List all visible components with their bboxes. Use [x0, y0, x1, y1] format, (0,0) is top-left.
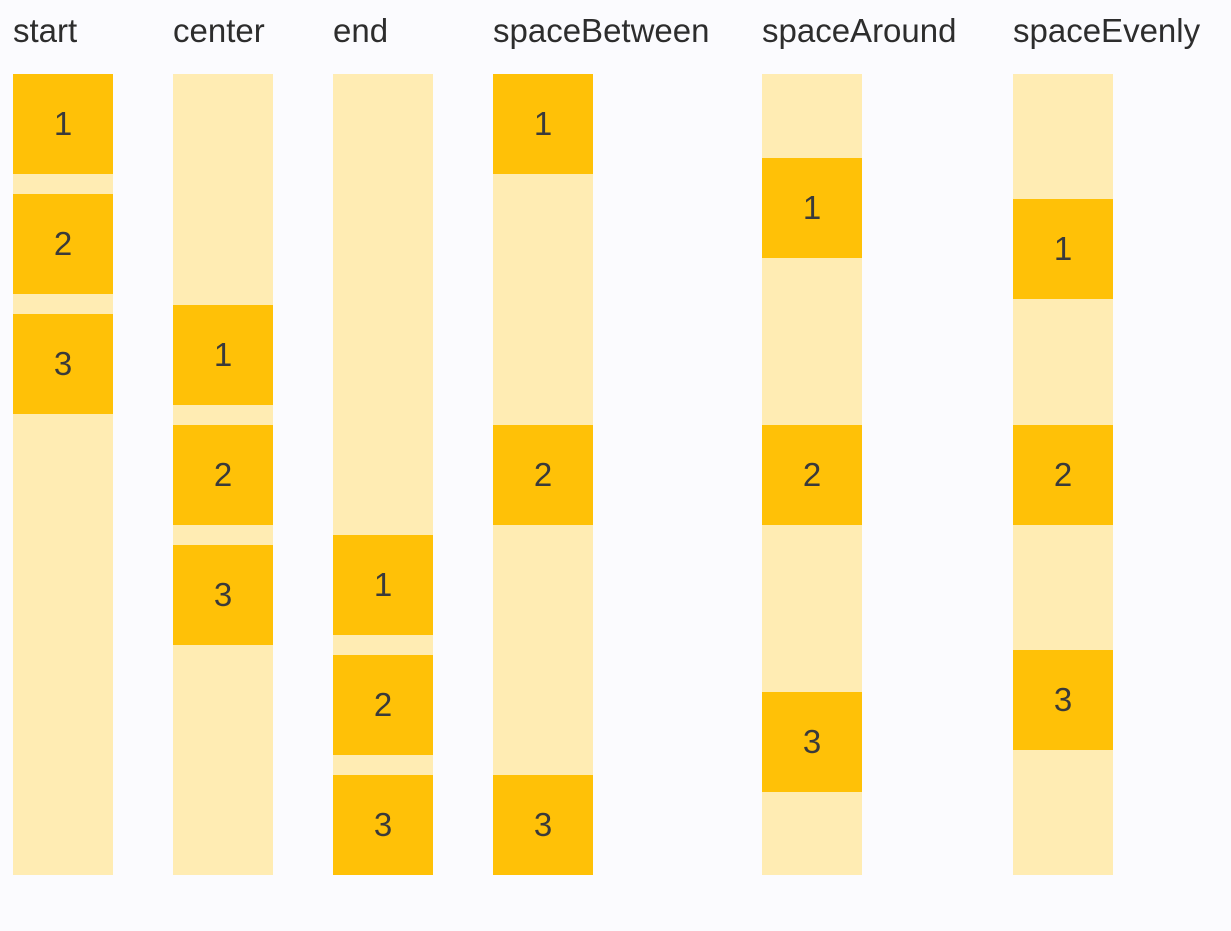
flex-item: 2 — [1013, 424, 1113, 525]
flex-item: 3 — [493, 775, 593, 875]
column-group-center: center 1 2 3 — [173, 14, 273, 875]
flex-track-center: 1 2 3 — [173, 74, 273, 875]
column-label-start: start — [13, 12, 78, 49]
flex-item: 1 — [13, 74, 113, 174]
column-group-spacebetween: spaceBetween 1 2 3 — [493, 14, 709, 875]
flex-item: 1 — [493, 74, 593, 174]
column-label-spacebetween: spaceBetween — [493, 12, 710, 49]
column-group-start: start 1 2 3 — [13, 14, 113, 875]
column-group-end: end 1 2 3 — [333, 14, 433, 875]
flex-item: 3 — [173, 544, 273, 645]
flex-item: 3 — [762, 691, 862, 792]
column-label-end: end — [333, 12, 389, 49]
flex-track-end: 1 2 3 — [333, 74, 433, 875]
flex-item: 2 — [762, 424, 862, 525]
flex-item: 1 — [1013, 199, 1113, 300]
flex-item: 1 — [333, 535, 433, 635]
flex-item: 2 — [173, 424, 273, 525]
flex-track-start: 1 2 3 — [13, 74, 113, 875]
column-label-spaceevenly: spaceEvenly — [1013, 12, 1201, 49]
column-group-spaceevenly: spaceEvenly 1 2 3 — [1013, 14, 1200, 875]
flex-item: 3 — [13, 314, 113, 414]
flex-item: 1 — [762, 157, 862, 258]
flex-item: 2 — [13, 194, 113, 294]
flex-track-spaceevenly: 1 2 3 — [1013, 74, 1113, 875]
column-label-spacearound: spaceAround — [762, 12, 957, 49]
column-label-center: center — [173, 12, 265, 49]
flex-item: 3 — [1013, 649, 1113, 750]
flex-track-spacearound: 1 2 3 — [762, 74, 862, 875]
flex-item: 3 — [333, 775, 433, 875]
flex-item: 1 — [173, 304, 273, 405]
flex-item: 2 — [493, 424, 593, 525]
flex-track-spacebetween: 1 2 3 — [493, 74, 593, 875]
column-group-spacearound: spaceAround 1 2 3 — [762, 14, 956, 875]
flex-item: 2 — [333, 655, 433, 755]
